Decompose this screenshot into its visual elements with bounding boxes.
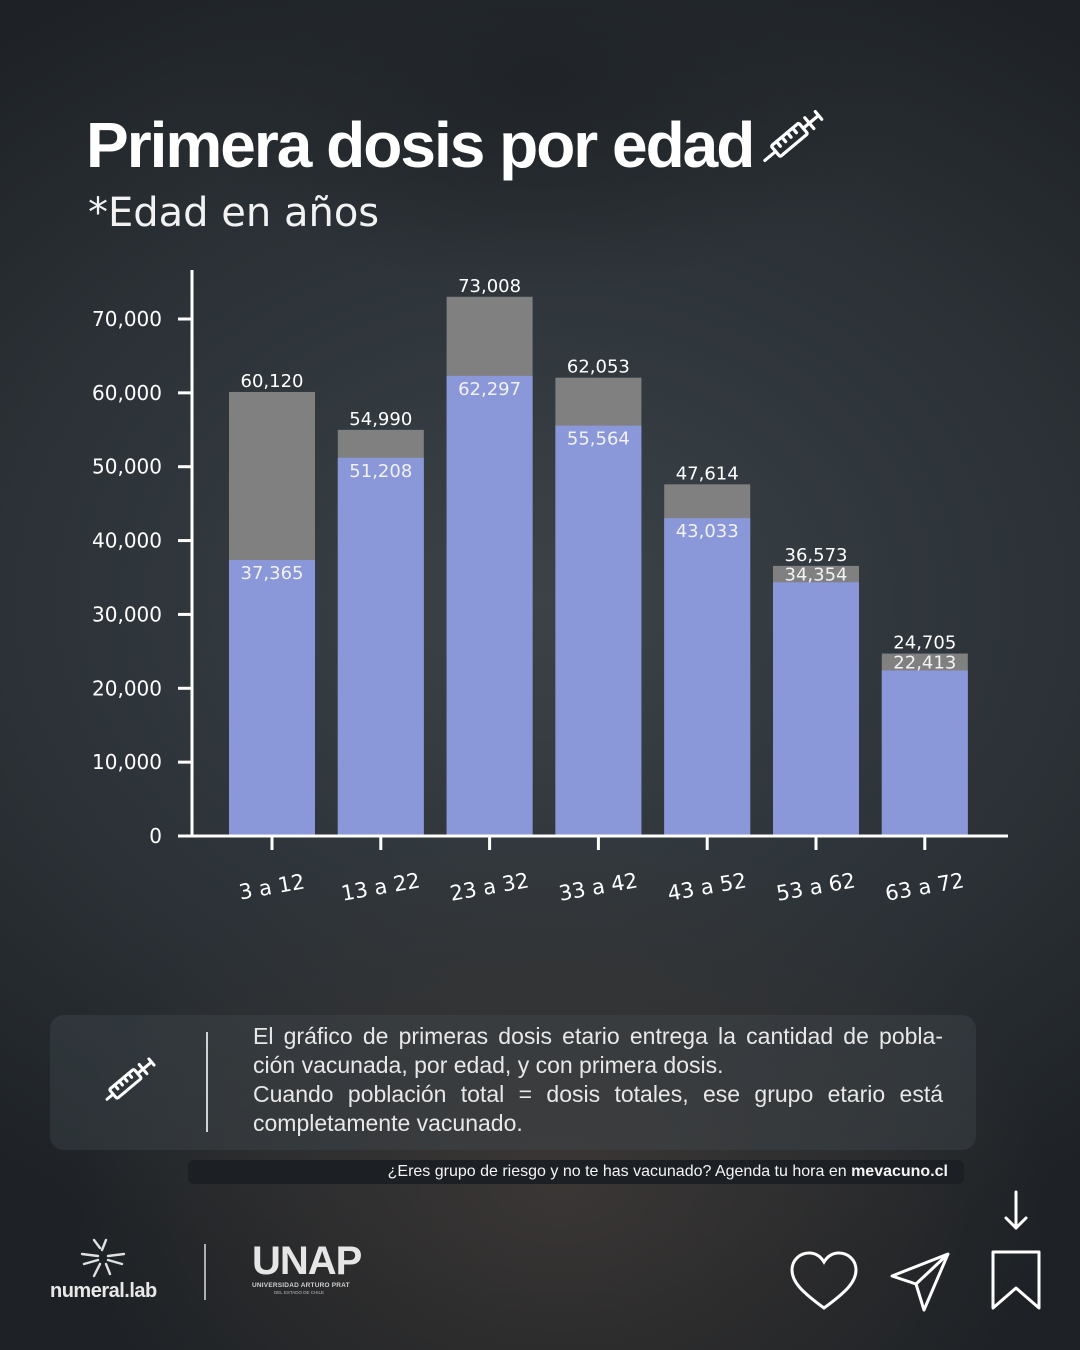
label-population-4: 62,053	[567, 357, 630, 378]
info-panel	[50, 1015, 976, 1150]
label-population-5: 47,614	[676, 463, 739, 484]
y-tick-label-1: 10,000	[92, 750, 162, 774]
unap-subtext-2: DEL ESTADO DE CHILE	[274, 1290, 325, 1295]
cta-bar[interactable]: ¿Eres grupo de riesgo y no te has vacuna…	[188, 1160, 964, 1184]
label-first-dose-4: 55,564	[567, 429, 630, 450]
label-first-dose-1: 37,365	[241, 563, 304, 584]
label-population-7: 24,705	[893, 633, 956, 654]
x-tick-label-2: 13 a 22	[339, 868, 422, 905]
syringe-icon	[105, 1057, 156, 1101]
label-first-dose-6: 34,354	[785, 564, 848, 585]
info-line-1: El gráfico de primeras dosis etario entr…	[253, 1023, 943, 1078]
label-population-6: 36,573	[785, 545, 848, 566]
info-line-2: Cuando población total = dosis totales, …	[253, 1081, 943, 1136]
numeral-logo-icon	[80, 1238, 126, 1278]
unap-subtext-1: UNIVERSIDAD ARTURO PRAT	[252, 1282, 350, 1289]
label-first-dose-2: 51,208	[349, 461, 412, 482]
bar-first-dose-2	[337, 457, 424, 836]
bar-first-dose-5	[664, 518, 751, 836]
label-first-dose-5: 43,033	[676, 521, 739, 542]
cta-text: ¿Eres grupo de riesgo y no te has vacuna…	[387, 1163, 852, 1180]
bar-first-dose-6	[773, 582, 859, 836]
y-tick-label-5: 50,000	[92, 455, 162, 479]
label-population-3: 73,008	[458, 276, 521, 297]
bar-first-dose-3	[446, 375, 533, 836]
bar-chart: 60,120 37,365 3 a 12 54,990 51,208 13 a 22 73,…	[92, 270, 1008, 906]
label-first-dose-7: 22,413	[893, 652, 956, 673]
bookmark-icon[interactable]	[988, 1248, 1044, 1314]
unap-logo: UNAP UNIVERSIDAD ARTURO PRAT DEL ESTADO …	[252, 1239, 362, 1295]
page-title: Primera dosis por edad	[86, 109, 755, 181]
send-icon[interactable]	[888, 1250, 952, 1314]
label-population-2: 54,990	[349, 409, 412, 430]
x-tick-label-6: 53 a 62	[775, 868, 858, 905]
bar-first-dose-1	[229, 560, 315, 836]
bar-first-dose-7	[881, 670, 968, 836]
y-tick-label-6: 60,000	[92, 381, 162, 405]
chart-subtitle: *Edad en años	[88, 190, 380, 236]
y-tick-label-0: 0	[149, 824, 162, 848]
y-tick-label-3: 30,000	[92, 602, 162, 626]
cta-link[interactable]: mevacuno.cl	[851, 1163, 948, 1180]
info-text: El gráfico de primeras dosis etario entr…	[253, 1022, 943, 1138]
y-tick-label-4: 40,000	[92, 529, 162, 553]
label-population-1: 60,120	[241, 371, 304, 392]
x-tick-label-4: 33 a 42	[557, 868, 640, 905]
numeral-lab-text: numeral.lab	[50, 1280, 157, 1302]
x-tick-label-3: 23 a 32	[448, 868, 531, 905]
bar-first-dose-4	[555, 425, 642, 836]
y-tick-label-7: 70,000	[92, 307, 162, 331]
y-tick-label-2: 20,000	[92, 676, 162, 700]
label-first-dose-3: 62,297	[458, 379, 521, 400]
unap-text: UNAP	[252, 1239, 362, 1283]
x-tick-label-7: 63 a 72	[883, 868, 966, 905]
x-tick-label-1: 3 a 12	[237, 869, 306, 904]
heart-icon[interactable]	[788, 1250, 860, 1314]
syringe-icon	[763, 110, 824, 163]
logo-divider	[204, 1244, 206, 1300]
info-divider	[206, 1032, 208, 1132]
arrow-down-icon[interactable]	[1000, 1190, 1032, 1234]
x-tick-label-5: 43 a 52	[666, 868, 749, 905]
